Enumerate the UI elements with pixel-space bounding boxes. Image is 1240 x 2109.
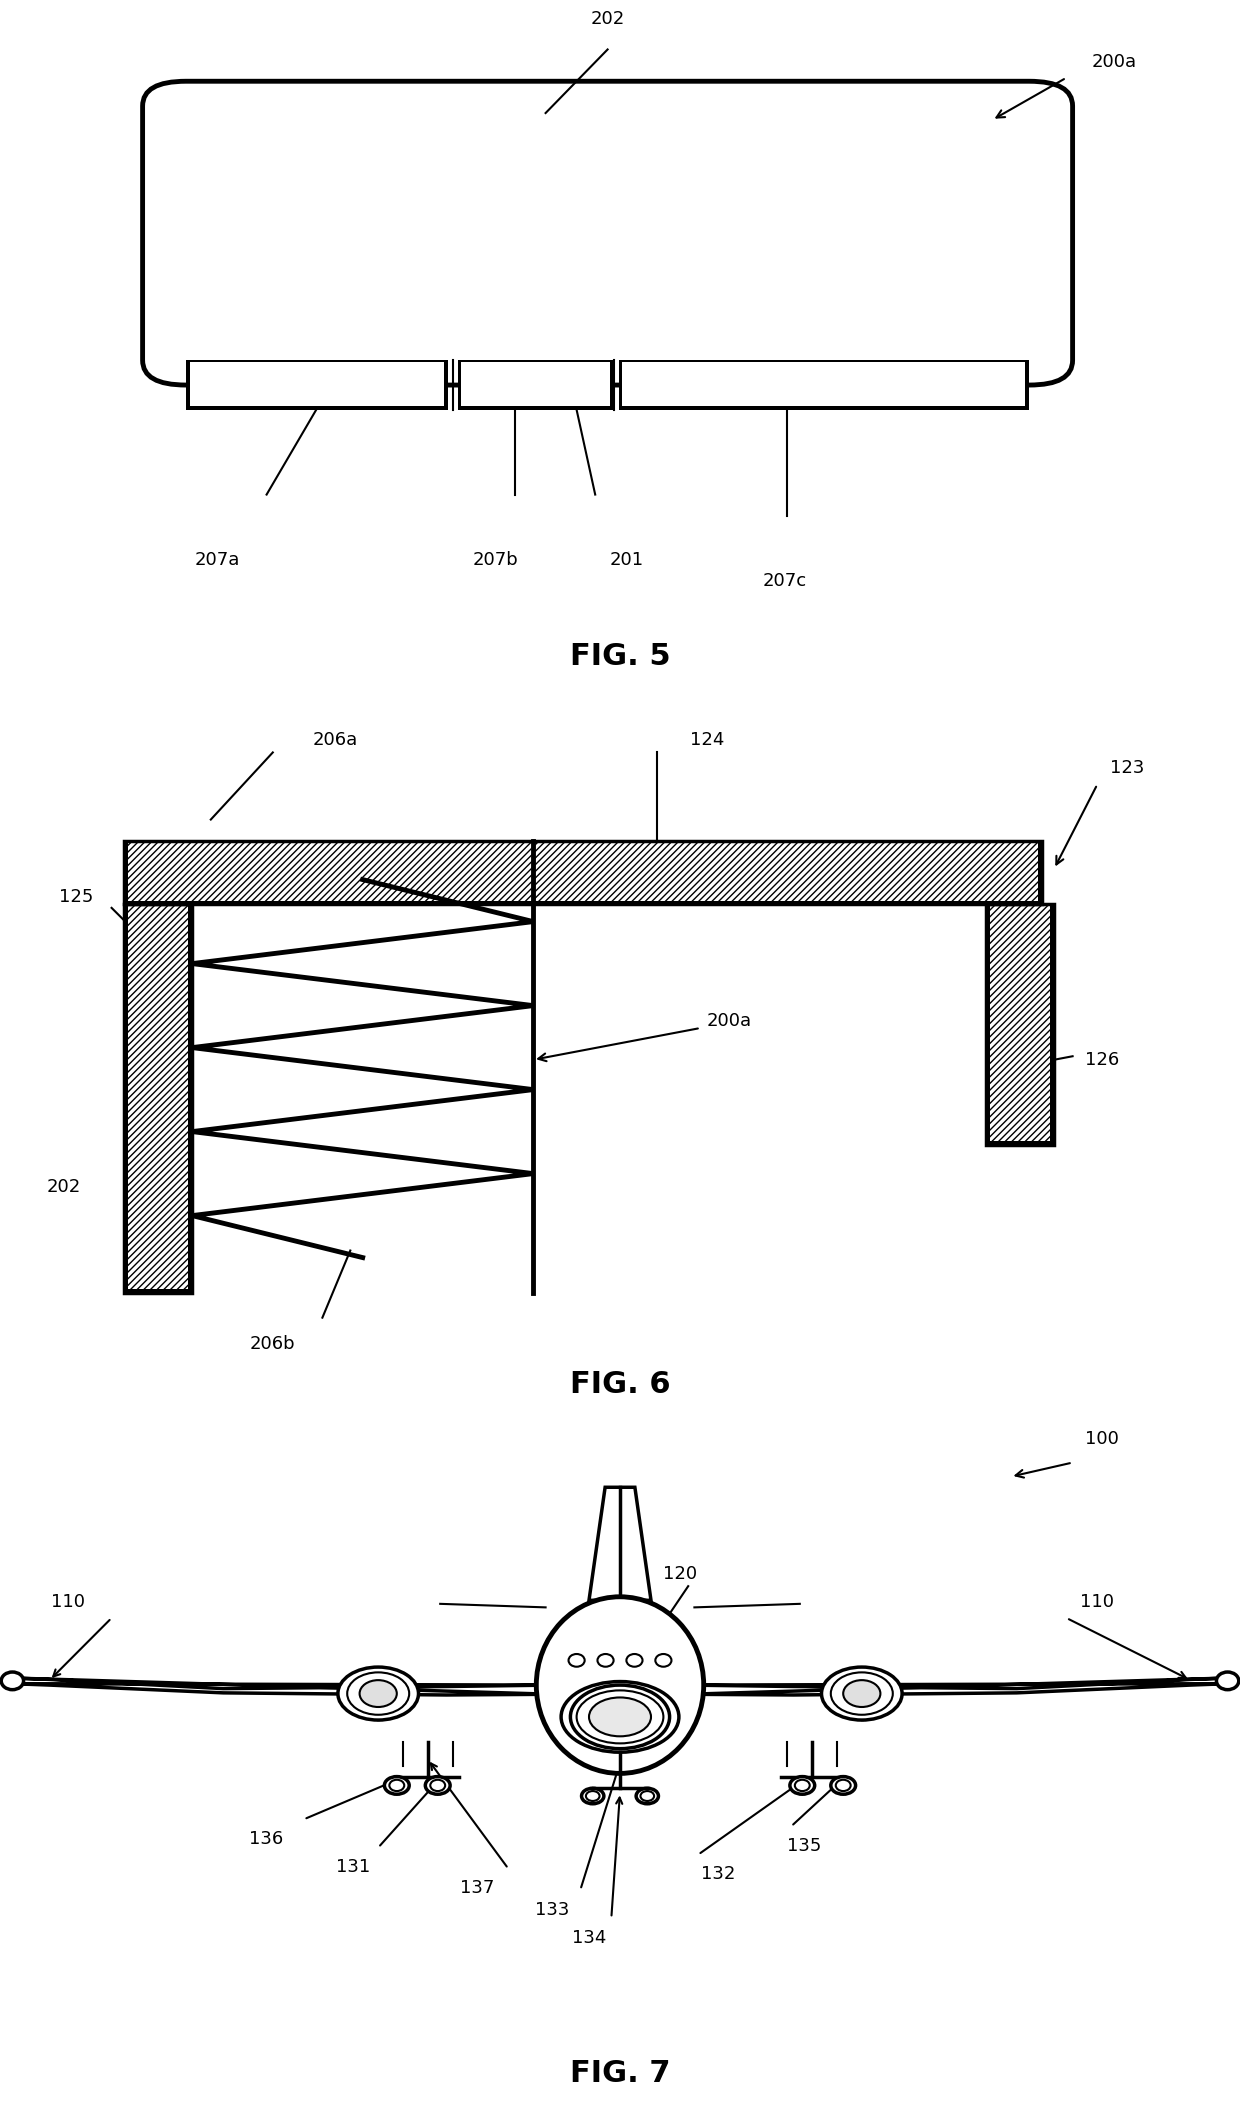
- Ellipse shape: [430, 1780, 445, 1791]
- Text: 132: 132: [701, 1864, 735, 1883]
- Text: 135: 135: [787, 1837, 822, 1856]
- Text: 202: 202: [590, 11, 625, 27]
- Text: 124: 124: [689, 732, 724, 749]
- Bar: [461, 363, 610, 407]
- Bar: [619, 361, 1029, 409]
- Bar: [986, 905, 1054, 1145]
- Ellipse shape: [636, 1788, 658, 1803]
- Ellipse shape: [425, 1776, 450, 1795]
- Text: 133: 133: [534, 1900, 569, 1919]
- Ellipse shape: [384, 1776, 409, 1795]
- Polygon shape: [589, 1487, 651, 1601]
- Ellipse shape: [836, 1780, 851, 1791]
- Bar: [622, 363, 1025, 407]
- Text: 207c: 207c: [763, 572, 807, 591]
- Ellipse shape: [795, 1780, 810, 1791]
- Bar: [186, 361, 448, 409]
- Ellipse shape: [560, 1681, 680, 1753]
- Polygon shape: [688, 1679, 1228, 1696]
- Ellipse shape: [656, 1653, 672, 1666]
- Text: 131: 131: [336, 1858, 371, 1877]
- Ellipse shape: [831, 1672, 893, 1715]
- Ellipse shape: [640, 1791, 655, 1801]
- Text: 202: 202: [46, 1179, 81, 1196]
- Text: 100: 100: [1085, 1430, 1118, 1449]
- Bar: [124, 905, 192, 1293]
- FancyBboxPatch shape: [143, 82, 1073, 386]
- Text: 123: 123: [1110, 759, 1145, 776]
- Ellipse shape: [626, 1653, 642, 1666]
- Text: 200a: 200a: [707, 1012, 751, 1029]
- Text: 200a: 200a: [1091, 53, 1136, 70]
- Polygon shape: [12, 1679, 552, 1696]
- Bar: [128, 907, 188, 1289]
- Text: 207b: 207b: [474, 550, 518, 569]
- Text: 110: 110: [1080, 1592, 1115, 1611]
- Bar: [990, 907, 1050, 1141]
- Text: 206b: 206b: [250, 1335, 295, 1354]
- Ellipse shape: [577, 1691, 663, 1744]
- Text: 110: 110: [51, 1592, 86, 1611]
- Ellipse shape: [389, 1780, 404, 1791]
- Ellipse shape: [582, 1788, 604, 1803]
- Ellipse shape: [843, 1681, 880, 1706]
- Ellipse shape: [570, 1685, 670, 1748]
- Text: 207a: 207a: [195, 550, 239, 569]
- Text: 201: 201: [609, 550, 644, 569]
- Bar: [128, 844, 1038, 901]
- Text: 137: 137: [460, 1879, 495, 1898]
- Ellipse shape: [536, 1597, 704, 1774]
- Ellipse shape: [822, 1666, 903, 1721]
- Text: 126: 126: [1085, 1050, 1120, 1069]
- Text: 120: 120: [663, 1565, 698, 1582]
- Ellipse shape: [598, 1653, 614, 1666]
- Bar: [124, 841, 1042, 905]
- Text: 125: 125: [58, 888, 93, 907]
- Text: 136: 136: [249, 1831, 284, 1847]
- Bar: [986, 905, 1054, 1145]
- Ellipse shape: [568, 1653, 584, 1666]
- Ellipse shape: [585, 1791, 600, 1801]
- Ellipse shape: [337, 1666, 419, 1721]
- Bar: [458, 361, 614, 409]
- Ellipse shape: [360, 1681, 397, 1706]
- Text: 134: 134: [572, 1930, 606, 1947]
- Ellipse shape: [347, 1672, 409, 1715]
- Text: FIG. 6: FIG. 6: [569, 1371, 671, 1398]
- Bar: [124, 905, 192, 1293]
- Ellipse shape: [1216, 1672, 1239, 1689]
- Ellipse shape: [1, 1672, 24, 1689]
- Bar: [124, 841, 1042, 905]
- Ellipse shape: [589, 1698, 651, 1736]
- Text: 206a: 206a: [312, 732, 357, 749]
- Text: FIG. 7: FIG. 7: [569, 2058, 671, 2088]
- Bar: [190, 363, 444, 407]
- Text: FIG. 5: FIG. 5: [569, 641, 671, 671]
- Ellipse shape: [790, 1776, 815, 1795]
- Ellipse shape: [831, 1776, 856, 1795]
